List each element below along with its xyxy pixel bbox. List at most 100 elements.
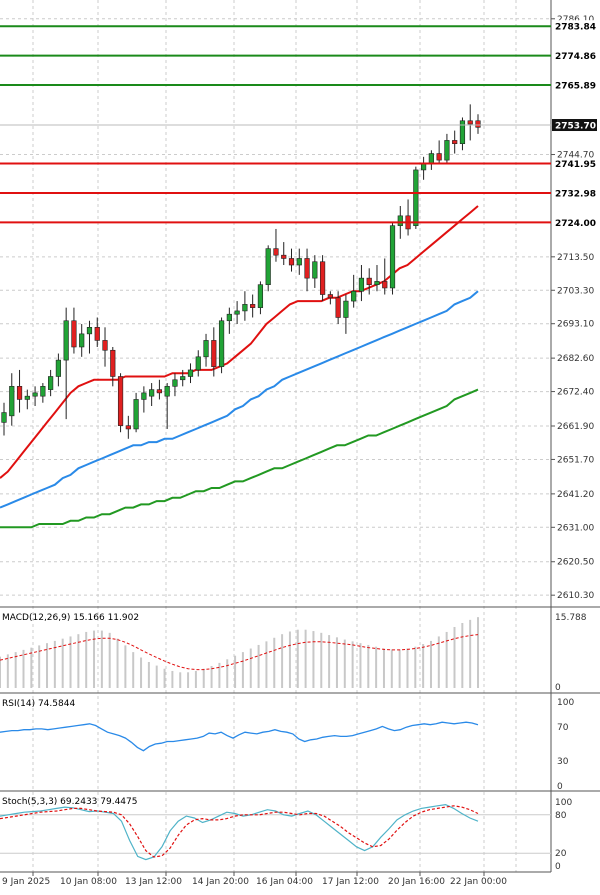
rsi-line	[0, 721, 479, 752]
candle-body	[288, 258, 295, 266]
price-tick-label: 2651.70	[557, 455, 594, 465]
price-tick-label: 2631.00	[557, 523, 594, 533]
candle-body	[180, 376, 186, 381]
candle-body	[63, 320, 69, 361]
candle-body	[413, 169, 419, 226]
price-tick-label: 2703.30	[557, 286, 594, 296]
candle-body	[203, 340, 209, 358]
ma-slow-line	[0, 388, 479, 529]
candle-body	[452, 140, 458, 145]
macd-top-tick: 15.788	[555, 613, 587, 623]
candle-body	[366, 277, 372, 285]
candle-body	[79, 333, 85, 348]
candle-body	[16, 386, 23, 400]
candle-body	[187, 369, 194, 377]
candle-body	[374, 281, 380, 285]
candle-body	[358, 277, 365, 292]
ma-mid-line	[0, 290, 479, 509]
candle-body	[389, 225, 396, 289]
candle-body	[125, 425, 131, 430]
candle-body	[273, 248, 279, 256]
candle-body	[296, 258, 302, 266]
candle-body	[218, 320, 225, 367]
candle-body	[265, 248, 271, 285]
rsi-tick-label: 0	[557, 782, 563, 792]
price-tick-label: 2713.50	[557, 253, 594, 263]
candle-body	[397, 215, 403, 226]
time-tick-label: 9 Jan 2025	[2, 877, 50, 887]
candle-body	[110, 349, 116, 377]
candle-body	[343, 300, 349, 318]
candle-body	[242, 304, 248, 312]
candle-body	[117, 376, 124, 426]
rsi-tick-label: 70	[557, 723, 569, 733]
candle-body	[94, 327, 100, 341]
ma-fast-line	[0, 205, 479, 479]
candle-body	[459, 120, 466, 145]
price-tick-label: 2786.10	[557, 15, 594, 25]
candle-body	[164, 386, 170, 397]
time-tick-label: 10 Jan 08:00	[60, 877, 117, 887]
level-label-box	[552, 79, 597, 92]
candle-body	[312, 261, 318, 279]
candle-body	[55, 359, 61, 377]
candle-body	[71, 320, 77, 348]
level-label-box	[552, 20, 597, 33]
candle-body	[48, 376, 54, 390]
candle-body	[86, 327, 93, 335]
resistance-label: 2765.89	[555, 82, 596, 92]
candle-body	[226, 313, 232, 322]
support-label: 2741.95	[555, 160, 596, 170]
stoch-tick-label: 20	[555, 849, 567, 859]
candle-body	[319, 261, 326, 295]
candle-body	[436, 153, 442, 161]
stoch-tick-label: 0	[555, 862, 561, 872]
candle-body	[281, 254, 287, 259]
candle-body	[304, 258, 310, 279]
candle-body	[1, 412, 7, 423]
candle-body	[102, 340, 108, 351]
time-tick-label: 22 Jan 00:00	[450, 877, 507, 887]
candle-body	[444, 140, 450, 161]
candle-body	[156, 389, 163, 394]
price-tick-label: 2672.40	[557, 388, 594, 398]
candle-body	[428, 153, 434, 164]
stoch-tick-label: 100	[555, 798, 572, 808]
time-tick-label: 16 Jan 04:00	[256, 877, 313, 887]
macd-label: MACD(12,26,9) 15.166 11.902	[2, 613, 139, 623]
macd-zero-tick: 0	[555, 683, 561, 693]
candle-body	[475, 120, 481, 128]
time-tick-label: 20 Jan 16:00	[388, 877, 445, 887]
macd-signal-line	[0, 634, 479, 671]
candle-body	[141, 392, 147, 400]
candle-body	[327, 294, 333, 299]
candle-body	[32, 392, 38, 397]
time-tick-label: 17 Jan 12:00	[322, 877, 379, 887]
rsi-tick-label: 30	[557, 757, 569, 767]
price-tick-label: 2641.20	[557, 490, 594, 500]
time-tick-label: 13 Jan 12:00	[125, 877, 182, 887]
time-tick-label: 14 Jan 20:00	[192, 877, 249, 887]
candle-body	[234, 310, 240, 315]
candle-body	[133, 399, 139, 430]
candle-body	[467, 120, 473, 125]
stoch-tick-label: 80	[555, 811, 567, 821]
rsi-label: RSI(14) 74.5844	[2, 699, 75, 709]
stoch-k-line	[0, 803, 479, 861]
stoch-label: Stoch(5,3,3) 69.2433 79.4475	[2, 797, 137, 807]
resistance-label: 2783.84	[555, 23, 596, 33]
candle-body	[9, 386, 15, 417]
candle-body	[172, 379, 178, 387]
candle-body	[335, 297, 341, 318]
current-price-label: 2753.70	[555, 122, 596, 132]
support-label: 2724.00	[555, 219, 596, 229]
candle-body	[211, 340, 217, 367]
candle-body	[40, 386, 46, 397]
candle-body	[195, 356, 201, 371]
level-label-box	[552, 186, 597, 199]
level-label-box	[552, 216, 597, 229]
price-tick-label: 2693.10	[557, 320, 594, 330]
rsi-tick-label: 100	[557, 698, 574, 708]
